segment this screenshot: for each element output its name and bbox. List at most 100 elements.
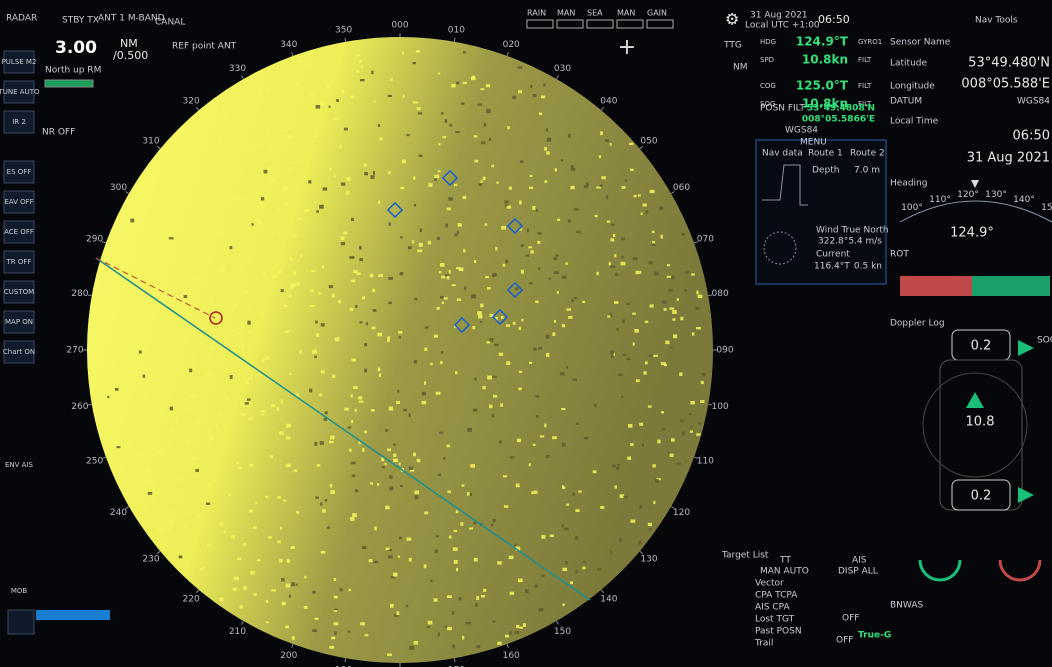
target-menu-item[interactable]: Past POSN	[755, 627, 802, 637]
side-button-label[interactable]: CUSTOM	[4, 288, 34, 296]
echo-dot	[253, 593, 257, 596]
side-button-label[interactable]: ACE OFF	[4, 228, 34, 236]
side-button-label[interactable]: MOB	[11, 587, 28, 595]
side-button[interactable]	[3, 250, 35, 274]
side-button[interactable]	[3, 160, 35, 184]
side-button-label[interactable]: ES OFF	[7, 168, 32, 176]
target-diamond[interactable]	[453, 316, 471, 334]
side-button-label[interactable]: EAV OFF	[4, 198, 33, 206]
side-button-label[interactable]: IR 2	[12, 118, 26, 126]
range[interactable]: 3.00	[55, 38, 97, 58]
echo-dot	[239, 265, 243, 269]
echo-dot	[398, 331, 403, 334]
orientation[interactable]: North up RM	[45, 66, 101, 76]
echo-dot	[424, 381, 427, 385]
side-button-label[interactable]: Chart ON	[3, 348, 35, 356]
own-ship-value: 10.8kn	[802, 53, 848, 67]
echo-dot	[387, 653, 392, 656]
target-menu-item[interactable]: Vector	[755, 579, 784, 589]
echo-dot	[518, 326, 522, 331]
ais-mode[interactable]: DISP ALL	[838, 567, 878, 577]
canal-button[interactable]: CANAL	[155, 18, 185, 28]
gain-slider[interactable]	[556, 19, 584, 29]
bearing-label: 040	[600, 97, 617, 107]
bearing-label: 320	[183, 97, 200, 107]
mode-button[interactable]: RADAR	[6, 14, 37, 24]
side-button-label[interactable]: TR OFF	[6, 258, 32, 266]
echo-dot	[109, 369, 114, 373]
echo-dot	[636, 379, 640, 383]
side-button[interactable]	[3, 220, 35, 244]
target-diamond[interactable]	[506, 217, 524, 235]
echo-dot	[700, 400, 705, 403]
side-button[interactable]	[3, 80, 35, 104]
side-button-label[interactable]: TUNE AUTO	[0, 88, 40, 96]
target-list[interactable]: Target List	[721, 551, 769, 561]
target-diamond[interactable]	[441, 169, 459, 187]
side-button-label[interactable]: PULSE M2	[2, 58, 37, 66]
target-diamond[interactable]	[386, 201, 404, 219]
echo-dot	[231, 307, 236, 311]
target-menu-item[interactable]: CPA TCPA	[755, 591, 798, 601]
gain-label[interactable]: MAN	[617, 9, 635, 18]
echo-dot	[130, 218, 135, 223]
echo-dot	[321, 265, 324, 269]
echo-dot	[660, 234, 663, 239]
heading-value: 124.9°	[950, 226, 994, 241]
trail-value[interactable]: OFF	[836, 636, 853, 646]
trail-mode[interactable]: True-G	[858, 631, 891, 641]
side-button[interactable]	[3, 50, 35, 74]
tab[interactable]: Route 2	[850, 149, 885, 159]
gain-slider[interactable]	[526, 19, 554, 29]
gain-label[interactable]: MAN	[557, 9, 575, 18]
heading-scale-label: 140°	[1013, 195, 1035, 205]
bearing-tick	[708, 294, 713, 297]
gain-slider[interactable]	[586, 19, 614, 29]
echo-dot	[396, 611, 400, 616]
side-button[interactable]	[3, 190, 35, 214]
echo-dot	[314, 617, 319, 620]
antenna-button[interactable]: ANT 1 M-BAND	[98, 14, 165, 24]
echo-dot	[663, 308, 667, 311]
gain-slider[interactable]	[646, 19, 674, 29]
echo-dot	[492, 519, 496, 523]
nr-button[interactable]: NR OFF	[42, 128, 75, 138]
gain-slider[interactable]	[616, 19, 644, 29]
side-button[interactable]	[3, 340, 35, 364]
echo-dot	[320, 101, 325, 106]
target-diamond[interactable]	[506, 281, 524, 299]
target-diamond[interactable]	[491, 308, 509, 326]
side-button[interactable]	[3, 110, 35, 134]
echo-dot	[209, 356, 213, 361]
echo-dot	[189, 368, 193, 373]
target-menu-item[interactable]: AIS CPA	[755, 603, 791, 613]
tt-mode[interactable]: MAN AUTO	[760, 567, 809, 577]
echo-dot	[323, 417, 328, 421]
tab[interactable]: Route 1	[808, 149, 843, 159]
side-button-label[interactable]: ENV AIS	[5, 461, 34, 469]
echo-dot	[239, 323, 245, 327]
menu-button[interactable]: MENU	[800, 138, 827, 148]
target-menu-item[interactable]: Lost TGT	[755, 615, 795, 625]
side-button[interactable]	[3, 310, 35, 334]
echo-dot	[532, 205, 536, 210]
log-speed: 10.8	[966, 415, 995, 430]
gain-label[interactable]: RAIN	[527, 9, 546, 18]
gain-label[interactable]: SEA	[587, 9, 603, 18]
echo-dot	[649, 189, 655, 194]
side-button-label[interactable]: MAP ON	[5, 318, 33, 326]
target-menu-item[interactable]: Trail	[754, 639, 773, 649]
tx-button[interactable]: STBY TX	[62, 16, 99, 26]
tab[interactable]: Nav data	[762, 149, 803, 159]
echo-dot	[562, 603, 565, 607]
current-speed: 0.5 kn	[854, 262, 882, 272]
echo-dot	[543, 83, 546, 87]
side-button[interactable]	[3, 280, 35, 304]
ref-point[interactable]: REF point ANT	[172, 42, 237, 52]
camera-button[interactable]	[7, 609, 35, 635]
echo-dot	[615, 467, 620, 470]
echo-dot	[565, 262, 568, 265]
lost-value[interactable]: OFF	[842, 614, 859, 624]
own-ship-source: FILT	[858, 100, 872, 108]
gain-label[interactable]: GAIN	[647, 9, 667, 18]
